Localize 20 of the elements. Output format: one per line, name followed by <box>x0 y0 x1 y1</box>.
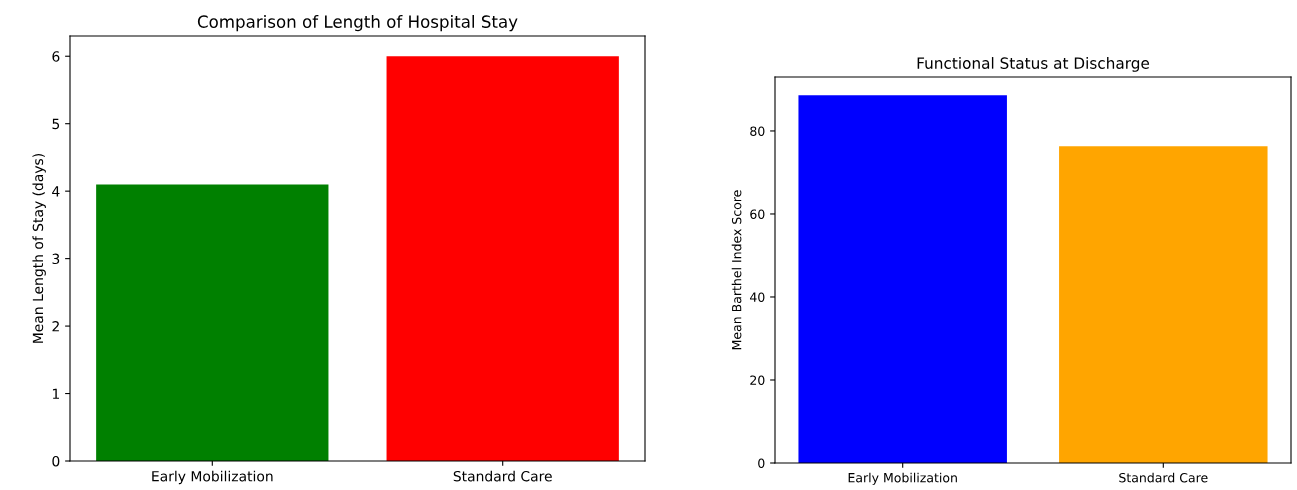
y-tick-label: 4 <box>52 186 60 197</box>
y-tick-label: 6 <box>52 51 60 62</box>
y-tick-label: 3 <box>52 253 60 265</box>
y-axis-title: Mean Length of Stay (days) <box>32 153 46 343</box>
y-tick-label: 60 <box>750 209 765 219</box>
y-tick-label: 0 <box>52 455 60 467</box>
y-tick-label: 2 <box>52 321 59 332</box>
y-tick-label: 0 <box>758 458 765 468</box>
y-tick-label: 40 <box>749 292 765 302</box>
chart-title: Comparison of Length of Hospital Stay <box>197 15 518 32</box>
x-tick-label: Standard Care <box>1119 472 1208 483</box>
y-tick-label: 1 <box>52 388 59 399</box>
y-tick-label: 80 <box>750 126 765 136</box>
y-tick-label: 5 <box>52 118 60 130</box>
x-tick-label: Early Mobilization <box>152 470 273 485</box>
x-tick-label: Standard Care <box>453 470 552 482</box>
y-axis-title: Mean Barthel Index Score <box>731 190 742 350</box>
y-tick-label: 20 <box>750 375 765 385</box>
chart-title: Functional Status at Discharge <box>917 57 1150 72</box>
x-tick-label: Early Mobilization <box>848 472 957 485</box>
